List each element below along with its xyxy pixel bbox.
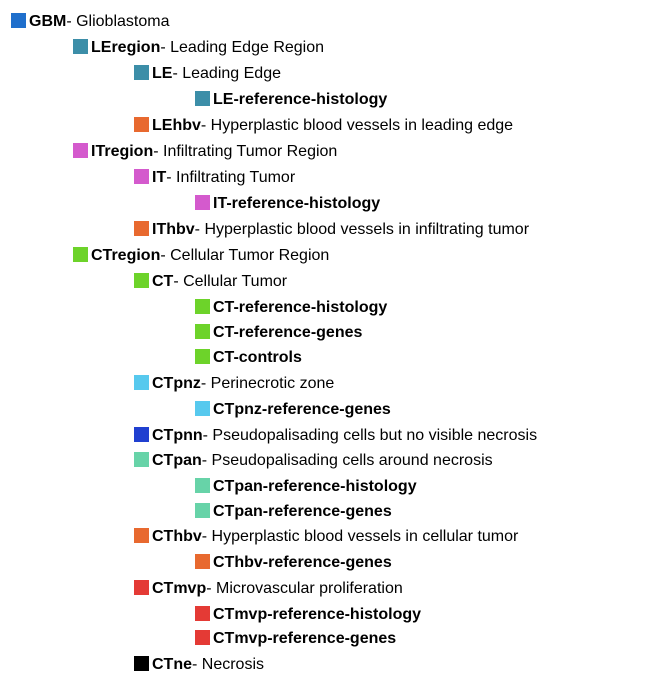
- color-swatch-CT-controls: [195, 349, 210, 364]
- color-swatch-CThbv-reference-genes: [195, 554, 210, 569]
- color-swatch-CTregion: [73, 247, 88, 262]
- tree-node-ITregion[interactable]: ITregion - Infiltrating Tumor Region: [73, 140, 337, 164]
- node-code: LE-reference-histology: [213, 90, 387, 110]
- color-swatch-LEhbv: [134, 117, 149, 132]
- node-code: CTpan-reference-genes: [213, 502, 392, 522]
- tree-node-IThbv[interactable]: IThbv - Hyperplastic blood vessels in in…: [134, 218, 529, 242]
- color-swatch-CTpan-reference-histology: [195, 478, 210, 493]
- node-code: IT-reference-histology: [213, 194, 380, 214]
- tree-node-CT-reference-histology[interactable]: CT-reference-histology: [195, 296, 387, 320]
- tree-node-CTpan-reference-histology[interactable]: CTpan-reference-histology: [195, 475, 417, 499]
- color-swatch-CTne: [134, 656, 149, 671]
- color-swatch-CTpnz: [134, 375, 149, 390]
- node-description: - Pseudopalisading cells but no visible …: [203, 426, 537, 446]
- color-swatch-CTpan: [134, 452, 149, 467]
- tree-node-LEregion[interactable]: LEregion - Leading Edge Region: [73, 36, 324, 60]
- node-code: CTmvp-reference-histology: [213, 605, 421, 625]
- color-swatch-IT-reference-histology: [195, 195, 210, 210]
- node-code: CT: [152, 272, 173, 292]
- node-description: - Microvascular proliferation: [206, 579, 403, 599]
- node-description: - Cellular Tumor: [173, 272, 287, 292]
- tree-node-CTpnn[interactable]: CTpnn - Pseudopalisading cells but no vi…: [134, 424, 537, 448]
- tree-node-GBM[interactable]: GBM - Glioblastoma: [11, 10, 169, 34]
- node-code: CTpnn: [152, 426, 203, 446]
- color-swatch-CT: [134, 273, 149, 288]
- node-description: - Pseudopalisading cells around necrosis: [202, 451, 493, 471]
- color-swatch-IThbv: [134, 221, 149, 236]
- node-description: - Glioblastoma: [66, 12, 169, 32]
- tree-node-CTpnz[interactable]: CTpnz - Perinecrotic zone: [134, 372, 334, 396]
- tree-node-LE[interactable]: LE - Leading Edge: [134, 62, 281, 86]
- tree-node-LE-reference-histology[interactable]: LE-reference-histology: [195, 88, 387, 112]
- node-code: IT: [152, 168, 166, 188]
- tree-node-CTne[interactable]: CTne - Necrosis: [134, 653, 264, 677]
- color-swatch-LE: [134, 65, 149, 80]
- node-description: - Cellular Tumor Region: [160, 246, 329, 266]
- node-description: - Hyperplastic blood vessels in cellular…: [202, 527, 519, 547]
- tree-node-CTpan-reference-genes[interactable]: CTpan-reference-genes: [195, 500, 392, 524]
- color-swatch-LEregion: [73, 39, 88, 54]
- node-code: CT-reference-histology: [213, 298, 387, 318]
- color-swatch-CTmvp-reference-genes: [195, 630, 210, 645]
- node-code: CTpan: [152, 451, 202, 471]
- node-description: - Hyperplastic blood vessels in infiltra…: [195, 220, 529, 240]
- tree-node-CThbv-reference-genes[interactable]: CThbv-reference-genes: [195, 551, 392, 575]
- color-swatch-GBM: [11, 13, 26, 28]
- node-code: CTmvp-reference-genes: [213, 629, 396, 649]
- node-code: CTpan-reference-histology: [213, 477, 417, 497]
- node-code: ITregion: [91, 142, 153, 162]
- color-swatch-ITregion: [73, 143, 88, 158]
- node-description: - Hyperplastic blood vessels in leading …: [201, 116, 513, 136]
- color-swatch-CThbv: [134, 528, 149, 543]
- color-swatch-CT-reference-histology: [195, 299, 210, 314]
- color-swatch-CTpnn: [134, 427, 149, 442]
- node-code: CT-reference-genes: [213, 323, 362, 343]
- color-swatch-CT-reference-genes: [195, 324, 210, 339]
- node-code: LEregion: [91, 38, 160, 58]
- tree-node-CTregion[interactable]: CTregion - Cellular Tumor Region: [73, 244, 329, 268]
- node-description: - Infiltrating Tumor Region: [153, 142, 337, 162]
- node-code: CThbv: [152, 527, 202, 547]
- node-description: - Perinecrotic zone: [201, 374, 334, 394]
- node-code: LEhbv: [152, 116, 201, 136]
- node-description: - Necrosis: [192, 655, 264, 675]
- color-swatch-CTmvp-reference-histology: [195, 606, 210, 621]
- tree-node-CTpan[interactable]: CTpan - Pseudopalisading cells around ne…: [134, 449, 493, 473]
- tree-node-CT[interactable]: CT - Cellular Tumor: [134, 270, 287, 294]
- node-code: IThbv: [152, 220, 195, 240]
- tree-node-CTmvp-reference-genes[interactable]: CTmvp-reference-genes: [195, 627, 396, 651]
- node-description: - Leading Edge Region: [160, 38, 324, 58]
- node-code: CT-controls: [213, 348, 302, 368]
- tree-node-IT-reference-histology[interactable]: IT-reference-histology: [195, 192, 380, 216]
- node-code: CTne: [152, 655, 192, 675]
- tree-node-CTmvp-reference-histology[interactable]: CTmvp-reference-histology: [195, 603, 421, 627]
- node-description: - Leading Edge: [172, 64, 281, 84]
- tree-node-LEhbv[interactable]: LEhbv - Hyperplastic blood vessels in le…: [134, 114, 513, 138]
- tree-node-CT-controls[interactable]: CT-controls: [195, 346, 302, 370]
- tree-node-CTpnz-reference-genes[interactable]: CTpnz-reference-genes: [195, 398, 391, 422]
- tree-node-CT-reference-genes[interactable]: CT-reference-genes: [195, 321, 362, 345]
- color-swatch-LE-reference-histology: [195, 91, 210, 106]
- color-swatch-CTpan-reference-genes: [195, 503, 210, 518]
- node-code: CTregion: [91, 246, 160, 266]
- node-code: CThbv-reference-genes: [213, 553, 392, 573]
- node-code: CTpnz-reference-genes: [213, 400, 391, 420]
- node-code: GBM: [29, 12, 66, 32]
- tree-node-CThbv[interactable]: CThbv - Hyperplastic blood vessels in ce…: [134, 525, 518, 549]
- node-description: - Infiltrating Tumor: [166, 168, 295, 188]
- node-code: CTmvp: [152, 579, 206, 599]
- color-swatch-CTpnz-reference-genes: [195, 401, 210, 416]
- tree-node-CTmvp[interactable]: CTmvp - Microvascular proliferation: [134, 577, 403, 601]
- color-swatch-IT: [134, 169, 149, 184]
- node-code: LE: [152, 64, 172, 84]
- node-code: CTpnz: [152, 374, 201, 394]
- tree-node-IT[interactable]: IT - Infiltrating Tumor: [134, 166, 295, 190]
- color-swatch-CTmvp: [134, 580, 149, 595]
